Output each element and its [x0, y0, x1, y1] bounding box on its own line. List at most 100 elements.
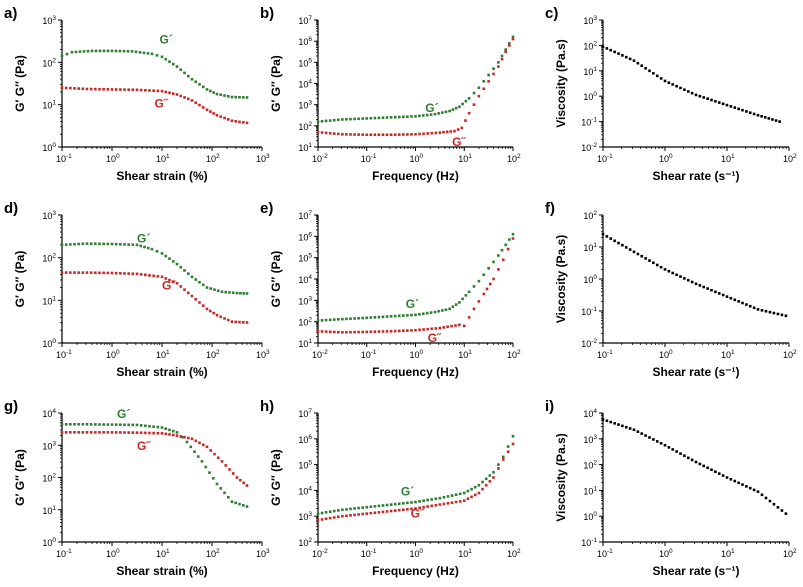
data-point — [155, 249, 159, 253]
data-point — [164, 90, 168, 94]
y-tick-label: 107 — [298, 408, 312, 419]
data-point — [148, 424, 151, 428]
data-point — [226, 318, 230, 322]
data-point — [385, 116, 389, 119]
data-point — [316, 120, 320, 123]
x-tick-label: 101 — [458, 153, 472, 164]
y-tick-label: 101 — [583, 242, 597, 253]
data-point — [64, 86, 68, 90]
data-point — [433, 310, 437, 314]
data-point — [741, 108, 744, 112]
data-point — [127, 272, 130, 275]
data-point — [60, 243, 64, 247]
data-point — [160, 426, 164, 429]
data-point — [201, 304, 205, 307]
data-point — [717, 101, 721, 104]
data-point — [148, 274, 151, 277]
data-point — [458, 323, 461, 327]
data-point — [397, 502, 401, 506]
y-tick-label: 101 — [583, 66, 597, 77]
data-point — [454, 500, 458, 504]
data-point — [444, 308, 448, 311]
data-point — [373, 505, 377, 508]
data-point — [721, 474, 725, 477]
data-point — [349, 514, 352, 517]
series-annotation: G˝ — [155, 97, 169, 111]
data-point — [397, 508, 401, 512]
x-tick-label: 101 — [458, 548, 472, 559]
data-point — [690, 91, 694, 95]
data-point — [472, 307, 476, 311]
data-point — [717, 472, 721, 475]
data-point — [756, 490, 760, 493]
data-point — [613, 422, 616, 425]
data-point — [397, 329, 401, 333]
series-annotation: G˝ — [137, 439, 151, 453]
data-point — [752, 306, 756, 310]
data-point — [60, 54, 64, 58]
data-point — [683, 277, 686, 280]
y-tick-label: 10-2 — [581, 142, 597, 153]
data-point — [131, 423, 135, 427]
series-annotation: G´ — [160, 32, 173, 46]
data-point — [377, 504, 381, 508]
data-point — [402, 502, 405, 505]
panel-label: c) — [545, 5, 558, 22]
data-point — [438, 326, 442, 330]
data-point — [621, 54, 624, 57]
data-point — [617, 423, 620, 426]
data-point — [393, 115, 397, 119]
data-point — [760, 115, 763, 118]
y-tick-label: 101 — [42, 505, 56, 516]
data-point — [245, 484, 249, 487]
data-point — [511, 35, 515, 39]
data-point — [127, 243, 130, 246]
data-point — [60, 271, 64, 274]
data-point — [226, 95, 230, 98]
x-tick-label: 100 — [410, 153, 424, 164]
data-point — [764, 309, 768, 313]
x-tick-label: 10-2 — [312, 153, 328, 164]
data-point — [430, 131, 434, 135]
data-point — [397, 314, 401, 318]
data-point — [131, 243, 135, 247]
data-point — [710, 288, 713, 292]
data-point — [175, 262, 179, 266]
x-axis-label: Shear strain (%) — [116, 564, 207, 578]
data-point — [345, 118, 348, 121]
data-point — [127, 423, 130, 427]
data-point — [393, 329, 397, 333]
data-point — [402, 329, 405, 333]
data-point — [472, 91, 476, 95]
data-point — [601, 45, 605, 48]
series-annotation: G´ — [117, 407, 130, 421]
data-point — [156, 431, 160, 435]
x-tick-label: 100 — [106, 548, 120, 559]
y-axis-label: G′ G″ (Pa) — [269, 55, 283, 112]
data-point — [94, 87, 97, 91]
data-point — [204, 465, 208, 469]
data-point — [497, 61, 500, 64]
data-point — [488, 480, 492, 483]
data-point — [617, 52, 620, 55]
data-point — [102, 87, 105, 91]
data-point — [215, 113, 219, 117]
data-point — [410, 501, 413, 504]
data-point — [613, 50, 616, 54]
data-point — [406, 115, 409, 118]
series-g — [316, 434, 515, 515]
data-point — [102, 242, 105, 246]
data-point — [349, 507, 352, 511]
data-point — [632, 59, 636, 62]
data-point — [110, 431, 114, 434]
data-point — [357, 506, 360, 510]
data-point — [175, 434, 179, 437]
data-point — [190, 275, 194, 279]
data-point — [345, 514, 348, 518]
data-point — [381, 510, 385, 514]
data-point — [675, 450, 678, 453]
data-point — [706, 97, 709, 101]
data-point — [98, 49, 102, 53]
data-point — [171, 260, 175, 263]
data-point — [138, 51, 142, 54]
